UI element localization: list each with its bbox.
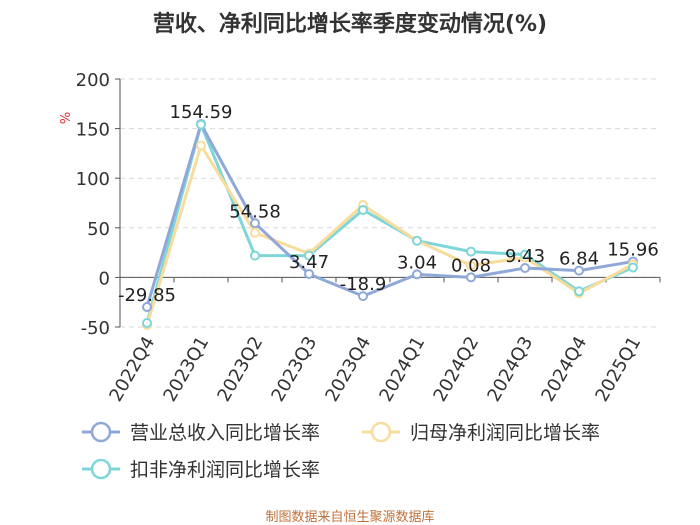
x-tick-label: 2024Q1 bbox=[375, 333, 429, 405]
data-point-marker bbox=[358, 291, 368, 302]
data-point-marker bbox=[250, 250, 260, 261]
y-tick-label: 100 bbox=[76, 169, 110, 190]
data-label: 0.08 bbox=[451, 255, 491, 276]
x-tick-label: 2023Q1 bbox=[159, 333, 213, 405]
y-axis-unit-label: % bbox=[59, 112, 74, 124]
y-tick-label: -50 bbox=[81, 318, 110, 339]
x-tick-label: 2024Q3 bbox=[483, 333, 537, 405]
y-tick-label: 200 bbox=[76, 70, 110, 91]
data-point-marker bbox=[574, 286, 584, 297]
data-label: 154.59 bbox=[170, 102, 233, 123]
data-point-marker bbox=[196, 140, 206, 151]
x-tick-label: 2023Q3 bbox=[267, 333, 321, 405]
series-line-2 bbox=[145, 143, 634, 326]
y-tick-label: 150 bbox=[76, 120, 110, 141]
data-point-marker bbox=[412, 235, 422, 246]
legend-marker bbox=[90, 458, 112, 480]
data-point-marker bbox=[628, 262, 638, 273]
data-label: -29.85 bbox=[118, 285, 176, 306]
legend-label: 营业总收入同比增长率 bbox=[130, 422, 320, 444]
x-tick-label: 2024Q2 bbox=[429, 333, 483, 405]
data-label: 15.96 bbox=[607, 240, 659, 261]
data-label: 3.04 bbox=[397, 252, 437, 273]
data-point-marker bbox=[466, 272, 476, 283]
data-point-marker bbox=[142, 318, 152, 329]
data-point-marker bbox=[574, 265, 584, 276]
chart-title: 营收、净利同比增长率季度变动情况(%) bbox=[152, 12, 548, 37]
data-label: 3.47 bbox=[289, 252, 329, 273]
data-label: 9.43 bbox=[505, 246, 545, 267]
data-point-marker bbox=[304, 268, 314, 279]
y-tick-label: 50 bbox=[87, 219, 110, 240]
x-tick-label: 2025Q1 bbox=[591, 333, 645, 405]
data-point-marker bbox=[466, 246, 476, 257]
y-tick-label: 0 bbox=[99, 268, 110, 289]
data-point-marker bbox=[196, 119, 206, 130]
series-line-1 bbox=[145, 122, 634, 308]
data-point-marker bbox=[250, 218, 260, 229]
legend-label: 归母净利润同比增长率 bbox=[410, 422, 600, 444]
data-label: 6.84 bbox=[559, 249, 599, 270]
data-label: 54.58 bbox=[229, 201, 281, 222]
data-label: -18.9 bbox=[340, 274, 387, 295]
data-point-marker bbox=[520, 263, 530, 274]
data-point-marker bbox=[520, 249, 530, 260]
data-point-marker bbox=[412, 269, 422, 280]
data-point-marker bbox=[142, 302, 152, 313]
source-note: 制图数据来自恒生聚源数据库 bbox=[265, 510, 435, 525]
x-tick-label: 2023Q4 bbox=[321, 333, 375, 405]
x-tick-label: 2024Q4 bbox=[537, 333, 591, 405]
legend-label: 扣非净利润同比增长率 bbox=[130, 459, 320, 481]
data-point-marker bbox=[304, 250, 314, 261]
data-point-marker bbox=[358, 204, 368, 215]
legend-marker bbox=[370, 421, 392, 443]
x-tick-label: 2022Q4 bbox=[105, 333, 159, 405]
legend-marker bbox=[90, 421, 112, 443]
data-point-marker bbox=[466, 260, 476, 271]
x-tick-label: 2023Q2 bbox=[213, 333, 267, 405]
data-point-marker bbox=[250, 227, 260, 238]
